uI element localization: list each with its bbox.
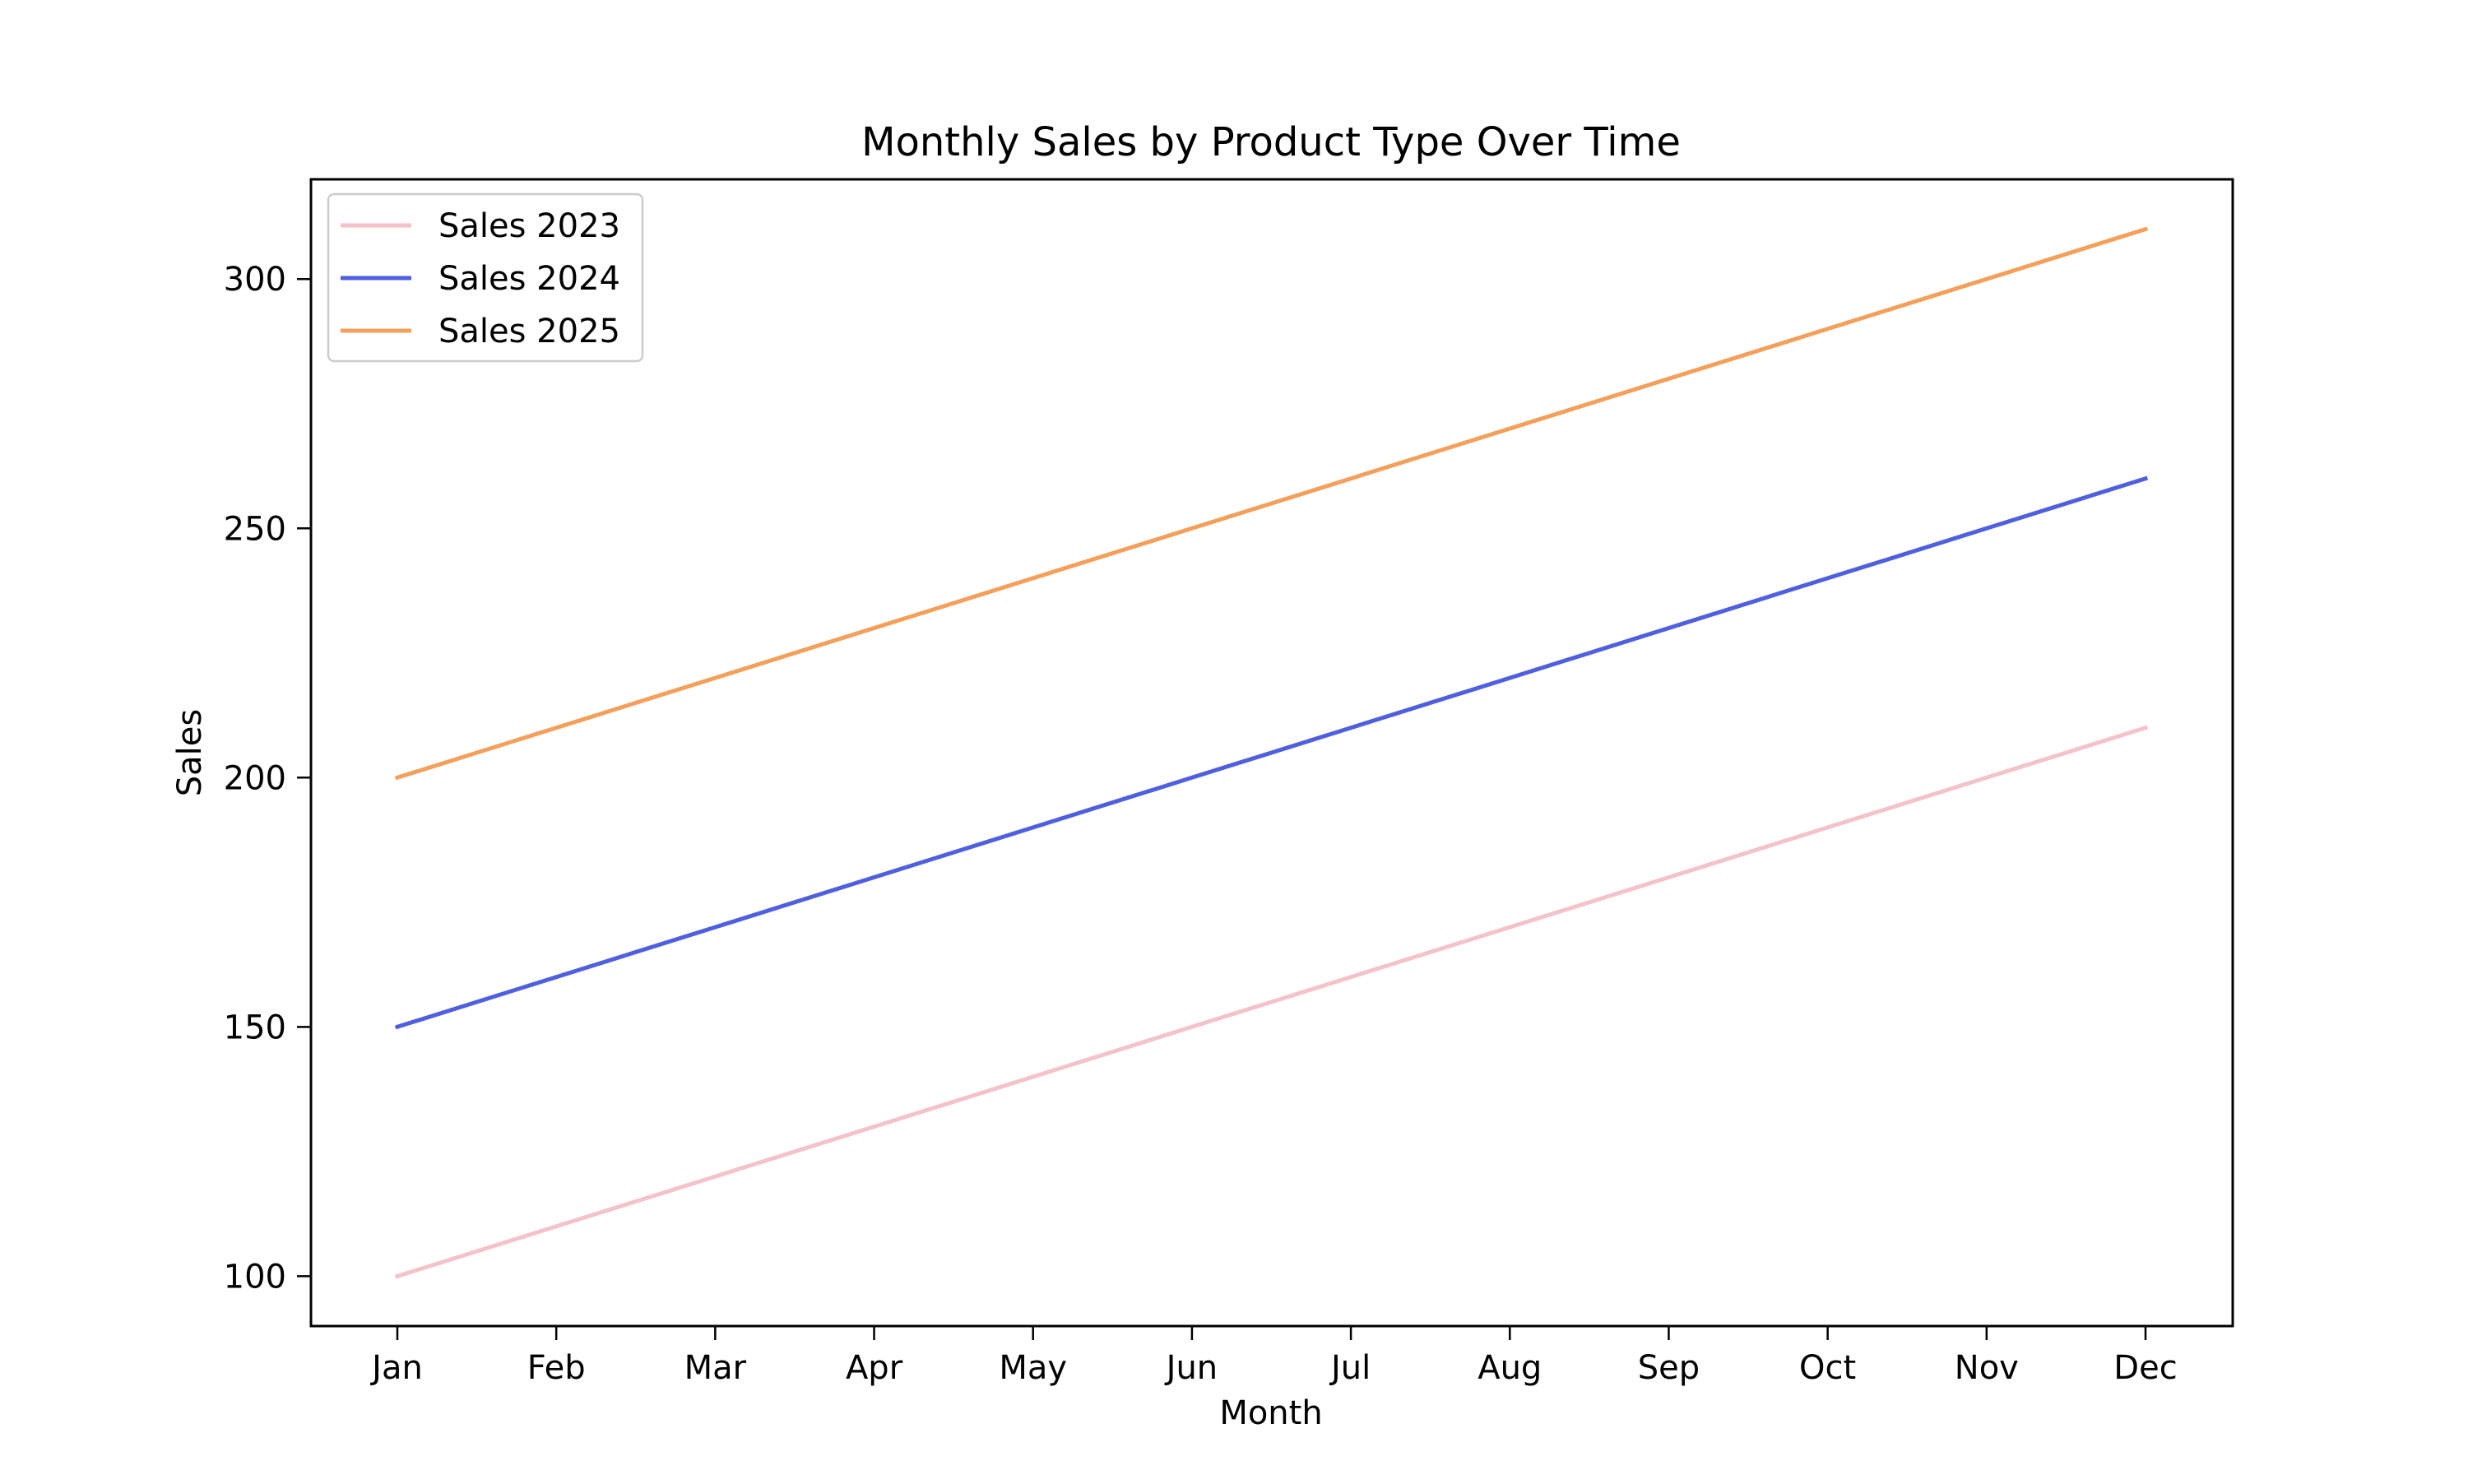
series-line-3: [394, 226, 2149, 781]
legend-label: Sales 2023: [438, 207, 620, 245]
x-tick-label: Jan: [369, 1349, 423, 1387]
y-axis: 100 150 200 250 300: [224, 261, 311, 1296]
y-tick-label: 100: [224, 1258, 286, 1296]
x-tick-label: Jun: [1164, 1349, 1218, 1387]
x-tick-label: Sep: [1638, 1349, 1700, 1387]
y-tick-label: 250: [224, 510, 286, 548]
y-tick-label: 300: [224, 261, 286, 299]
y-tick-label: 150: [224, 1009, 286, 1046]
x-tick-label: Nov: [1955, 1349, 2019, 1387]
series-line-2: [394, 475, 2149, 1030]
plot-frame: [309, 178, 2234, 1328]
x-tick-label: Feb: [527, 1349, 586, 1387]
x-tick-label: Dec: [2113, 1349, 2177, 1387]
x-tick-label: Aug: [1478, 1349, 1542, 1387]
x-tick-label: May: [999, 1349, 1067, 1387]
legend-label: Sales 2025: [438, 313, 620, 350]
x-axis: Jan Feb Mar Apr May Jun Jul Aug Sep Oct Nov Dec: [369, 1326, 2178, 1387]
x-tick-label: Apr: [846, 1349, 903, 1387]
x-tick-label: Oct: [1799, 1349, 1856, 1387]
x-axis-label: Month: [1219, 1394, 1322, 1432]
chart-title: Monthly Sales by Product Type Over Time: [861, 119, 1681, 165]
series-line-1: [394, 725, 2149, 1279]
x-tick-label: Jul: [1329, 1349, 1371, 1387]
legend-box: [327, 192, 644, 363]
y-tick-label: 200: [224, 759, 286, 797]
y-axis-label: Sales: [171, 709, 209, 796]
legend-label: Sales 2024: [438, 260, 620, 298]
x-tick-label: Mar: [684, 1349, 747, 1387]
plot-area: [394, 226, 2149, 1279]
legend: Sales 2023 Sales 2024 Sales 2025: [327, 192, 644, 363]
